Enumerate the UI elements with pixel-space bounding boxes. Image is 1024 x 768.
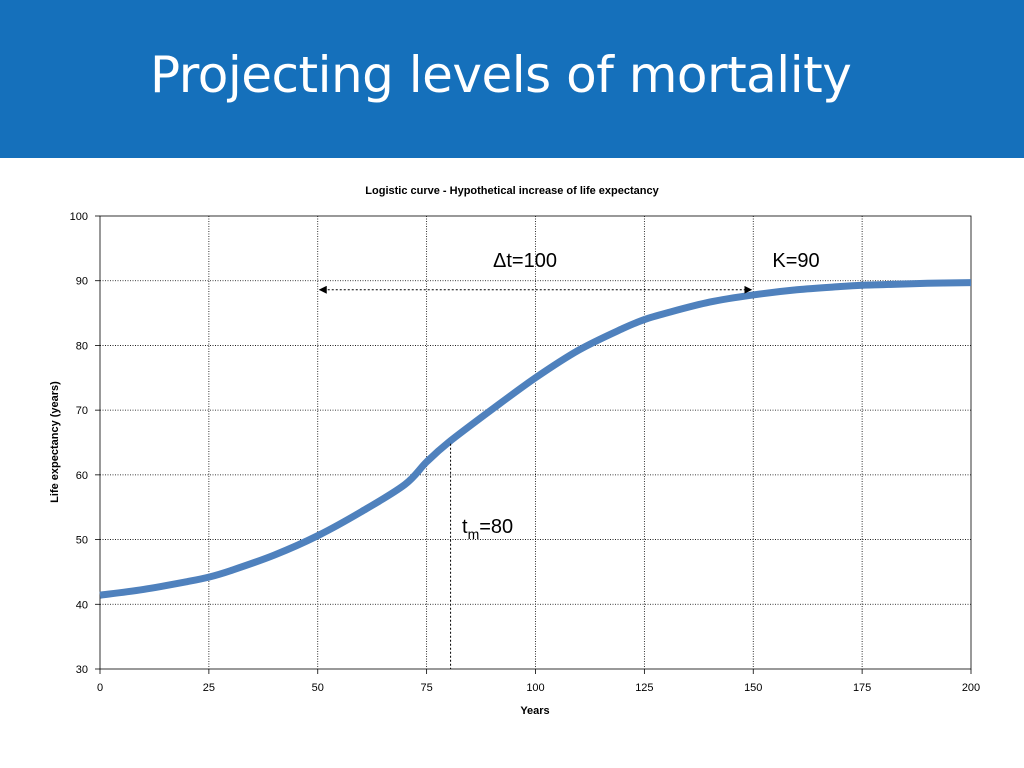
tm-label-sub: m bbox=[468, 526, 480, 542]
y-tick-label-5: 80 bbox=[76, 340, 88, 352]
grid-lines bbox=[100, 216, 971, 669]
slide-header: Projecting levels of mortality bbox=[0, 0, 1024, 158]
chart-title: Logistic curve - Hypothetical increase o… bbox=[365, 185, 659, 197]
y-tick-label-2: 50 bbox=[76, 535, 88, 547]
logistic-chart: Logistic curve - Hypothetical increase o… bbox=[49, 185, 980, 717]
x-tick-label-2: 50 bbox=[312, 682, 324, 694]
x-tick-label-5: 125 bbox=[635, 682, 653, 694]
x-tick-label-4: 100 bbox=[526, 682, 544, 694]
y-tick-label-0: 30 bbox=[76, 664, 88, 676]
y-tick-label-3: 60 bbox=[76, 470, 88, 482]
x-tick-label-7: 175 bbox=[853, 682, 871, 694]
tm-label-main: t bbox=[462, 516, 468, 538]
y-axis-ticks: 30 40 50 60 70 80 90 100 bbox=[70, 211, 100, 676]
x-tick-label-6: 150 bbox=[744, 682, 762, 694]
tm-label: tm=80 bbox=[462, 516, 513, 542]
annotations: Δt=100 K=90 tm=80 bbox=[318, 250, 820, 669]
y-axis-title: Life expectancy (years) bbox=[49, 381, 61, 503]
y-tick-label-1: 40 bbox=[76, 599, 88, 611]
x-tick-label-3: 75 bbox=[421, 682, 433, 694]
y-tick-label-4: 70 bbox=[76, 405, 88, 417]
slide-title: Projecting levels of mortality bbox=[150, 46, 852, 104]
series-line-0 bbox=[99, 279, 972, 599]
x-tick-label-1: 25 bbox=[203, 682, 215, 694]
k-label: K=90 bbox=[772, 250, 819, 272]
tm-label-value: =80 bbox=[479, 516, 513, 538]
y-tick-label-6: 90 bbox=[76, 276, 88, 288]
x-axis-ticks: 0 25 50 75 100 125 150 175 200 bbox=[97, 669, 980, 694]
delta-t-label: Δt=100 bbox=[493, 250, 557, 272]
series-layer bbox=[99, 279, 972, 599]
x-tick-label-0: 0 bbox=[97, 682, 103, 694]
x-axis-title: Years bbox=[520, 705, 549, 717]
x-tick-label-8: 200 bbox=[962, 682, 980, 694]
y-tick-label-7: 100 bbox=[70, 211, 88, 223]
